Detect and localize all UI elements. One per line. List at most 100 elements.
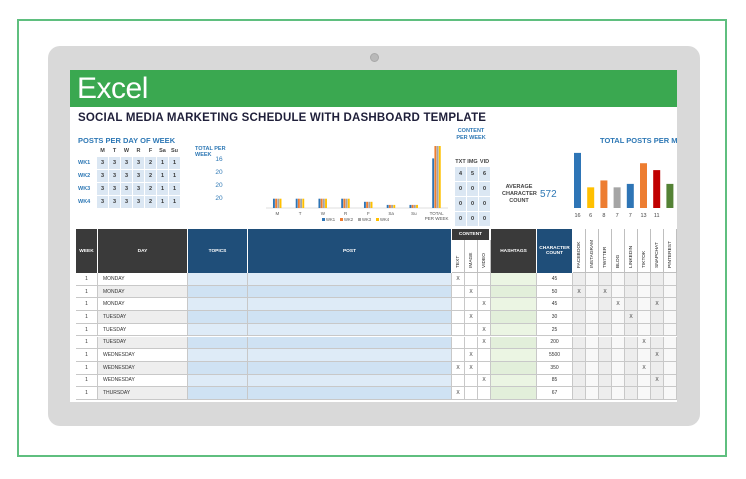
platform-cell[interactable] (664, 273, 677, 286)
platform-cell[interactable] (651, 311, 664, 324)
table-cell[interactable]: 3 (108, 182, 121, 196)
hashtags-cell[interactable] (491, 311, 537, 324)
platform-cell[interactable] (599, 298, 612, 312)
table-cell[interactable]: 3 (108, 156, 121, 170)
video-cell[interactable] (478, 349, 491, 362)
table-cell[interactable]: 3 (132, 195, 145, 209)
platform-cell[interactable] (599, 336, 612, 350)
platform-cell[interactable] (612, 361, 625, 375)
image-cell[interactable] (465, 387, 478, 400)
table-cell[interactable]: 3 (132, 182, 145, 196)
post-cell[interactable] (248, 374, 452, 388)
week-cell[interactable]: 1 (76, 323, 98, 337)
text-cell[interactable]: X (452, 387, 465, 400)
table-cell[interactable]: 6 (478, 166, 491, 182)
image-cell[interactable]: X (465, 349, 478, 362)
image-cell[interactable] (465, 298, 478, 312)
platform-cell[interactable] (573, 298, 586, 312)
platform-cell[interactable] (573, 336, 586, 350)
week-cell[interactable]: 1 (76, 273, 98, 286)
platform-cell[interactable] (664, 336, 677, 350)
platform-cell[interactable] (599, 361, 612, 375)
platform-cell[interactable]: X (599, 285, 612, 299)
platform-cell[interactable] (586, 273, 599, 286)
platform-cell[interactable] (612, 336, 625, 350)
hashtags-cell[interactable] (491, 323, 537, 337)
video-cell[interactable]: X (478, 336, 491, 350)
video-cell[interactable] (478, 387, 491, 400)
platform-cell[interactable] (664, 374, 677, 388)
day-cell[interactable]: TUESDAY (98, 311, 188, 324)
platform-cell[interactable] (586, 387, 599, 400)
video-cell[interactable] (478, 285, 491, 299)
table-cell[interactable]: 0 (454, 211, 467, 227)
platform-cell[interactable] (586, 311, 599, 324)
table-cell[interactable]: 5 (466, 166, 479, 182)
platform-cell[interactable] (599, 273, 612, 286)
day-cell[interactable]: MONDAY (98, 285, 188, 299)
platform-cell[interactable] (612, 273, 625, 286)
topics-cell[interactable] (188, 361, 248, 375)
day-cell[interactable]: WEDNESDAY (98, 361, 188, 375)
platform-cell[interactable] (664, 285, 677, 299)
week-cell[interactable]: 1 (76, 285, 98, 299)
topics-cell[interactable] (188, 387, 248, 400)
table-cell[interactable]: 2 (144, 156, 157, 170)
platform-cell[interactable] (586, 285, 599, 299)
char-count-cell[interactable]: 67 (537, 387, 573, 400)
platform-cell[interactable]: X (651, 374, 664, 388)
topics-cell[interactable] (188, 349, 248, 362)
image-cell[interactable] (465, 374, 478, 388)
platform-cell[interactable]: X (612, 298, 625, 312)
image-cell[interactable] (465, 273, 478, 286)
table-cell[interactable]: 3 (108, 169, 121, 183)
platform-cell[interactable] (638, 311, 651, 324)
platform-cell[interactable] (586, 374, 599, 388)
table-cell[interactable]: 1 (168, 156, 181, 170)
platform-cell[interactable] (573, 387, 586, 400)
platform-cell[interactable] (664, 323, 677, 337)
platform-cell[interactable] (586, 298, 599, 312)
topics-cell[interactable] (188, 285, 248, 299)
text-cell[interactable] (452, 311, 465, 324)
platform-cell[interactable] (664, 349, 677, 362)
table-cell[interactable]: 3 (120, 156, 133, 170)
char-count-cell[interactable]: 30 (537, 311, 573, 324)
platform-cell[interactable] (638, 374, 651, 388)
table-cell[interactable]: 3 (108, 195, 121, 209)
platform-cell[interactable] (638, 349, 651, 362)
platform-cell[interactable] (573, 349, 586, 362)
table-cell[interactable]: 1 (156, 169, 169, 183)
platform-cell[interactable] (573, 311, 586, 324)
table-cell[interactable]: 3 (120, 182, 133, 196)
char-count-cell[interactable]: 50 (537, 285, 573, 299)
char-count-cell[interactable]: 85 (537, 374, 573, 388)
post-cell[interactable] (248, 349, 452, 362)
image-cell[interactable]: X (465, 311, 478, 324)
day-cell[interactable]: THURSDAY (98, 387, 188, 400)
image-cell[interactable]: X (465, 361, 478, 375)
platform-cell[interactable] (573, 273, 586, 286)
platform-cell[interactable] (651, 273, 664, 286)
table-cell[interactable]: 0 (466, 181, 479, 197)
text-cell[interactable]: X (452, 273, 465, 286)
platform-cell[interactable] (599, 311, 612, 324)
week-cell[interactable]: 1 (76, 349, 98, 362)
text-cell[interactable] (452, 349, 465, 362)
platform-cell[interactable] (651, 336, 664, 350)
video-cell[interactable]: X (478, 323, 491, 337)
platform-cell[interactable] (599, 349, 612, 362)
post-cell[interactable] (248, 323, 452, 337)
table-cell[interactable]: 1 (168, 195, 181, 209)
table-cell[interactable]: 3 (96, 195, 109, 209)
char-count-cell[interactable]: 350 (537, 361, 573, 375)
platform-cell[interactable] (586, 336, 599, 350)
topics-cell[interactable] (188, 336, 248, 350)
platform-cell[interactable] (612, 387, 625, 400)
platform-cell[interactable] (625, 273, 638, 286)
platform-cell[interactable] (586, 349, 599, 362)
text-cell[interactable] (452, 285, 465, 299)
platform-cell[interactable]: X (625, 311, 638, 324)
platform-cell[interactable] (664, 298, 677, 312)
platform-cell[interactable]: X (651, 349, 664, 362)
